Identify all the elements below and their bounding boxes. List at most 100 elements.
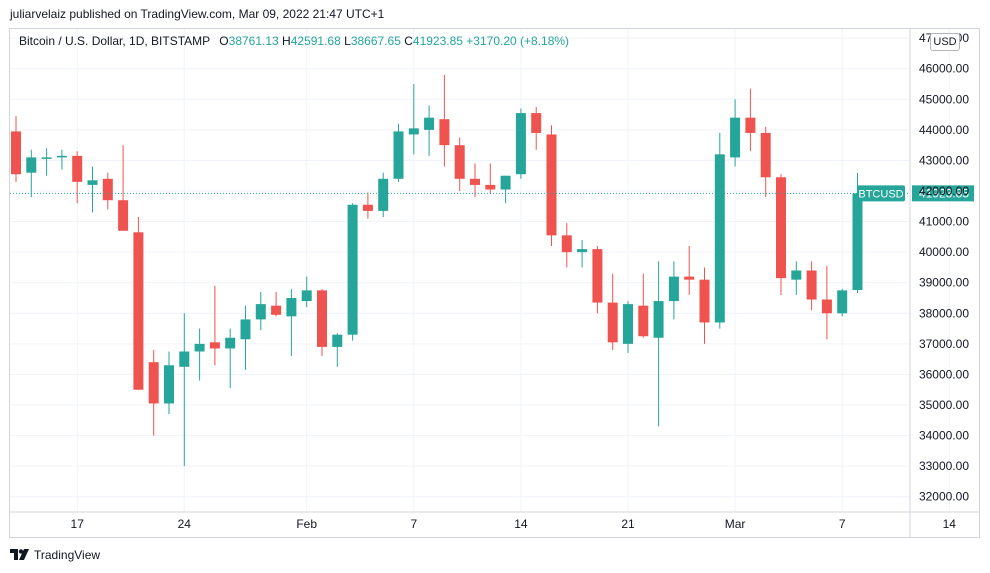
time-axis: 17 24 Feb 7 14 21 Mar 7 14 [10,511,979,531]
candle-body [592,249,603,303]
candle-body [393,131,404,179]
x-tick-label: 14 [943,517,957,531]
candle-body [623,304,633,344]
candle-body [531,113,542,133]
y-tick-label: 32000.00 [919,490,969,504]
tradingview-brand-text: TradingView [34,548,101,562]
candles [11,74,863,467]
candle-body [561,235,572,253]
candle [209,285,220,366]
candle [378,172,389,218]
candle-body [638,305,649,337]
x-tick-label: 21 [621,517,635,531]
candle [72,151,83,204]
candle [133,217,144,390]
candle-body [194,343,205,352]
candle-body [209,342,220,349]
candle [56,149,67,170]
candle-body [546,134,557,236]
candle [118,145,129,231]
last-price-tag: 41923.85 [919,186,969,200]
candle-body [118,200,129,231]
candle [102,172,113,210]
candle [164,351,174,415]
y-tick-label: 44000.00 [919,123,969,137]
candle-body [730,117,741,158]
candle [485,163,496,195]
candle [393,123,404,182]
candle [653,261,664,427]
candle-body [837,290,848,314]
candle [11,116,21,182]
candle-body [607,302,618,343]
candle [194,328,205,381]
candle-body [745,117,756,133]
y-tick-label: 45000.00 [919,92,969,106]
legend-low-value: 38667.65 [350,34,401,48]
y-tick-label: 34000.00 [919,429,969,443]
candle-body [87,180,98,185]
candle [730,99,741,167]
currency-button[interactable]: USD [930,33,960,51]
y-tick-label: 43000.00 [919,153,969,167]
candle [408,84,419,155]
candle-body [760,132,771,178]
candle [745,88,756,152]
legend-open-value: 38761.13 [228,34,279,48]
candle-body [378,178,389,211]
legend-close-label: C [404,34,413,48]
candle-body [668,276,679,302]
candle [684,246,695,295]
candle-body [714,154,725,323]
x-tick-label: 17 [71,517,85,531]
candle [760,126,771,198]
candle-body [56,155,67,158]
candle [806,261,817,311]
candle [439,74,450,167]
published-by-text: juliarvelaiz published on TradingView.co… [10,7,385,21]
symbol-legend: Bitcoin / U.S. Dollar, 1D, BITSTAMP O387… [19,34,569,48]
symbol-tag-bg [857,185,905,202]
candle-body [684,276,695,280]
candle-body [72,155,83,182]
last-price-tag-bg [912,185,974,202]
candle [561,223,572,268]
candle [546,125,557,247]
candle-body [852,193,863,291]
candle [821,265,832,340]
candle-body [102,178,113,201]
candle-body [791,270,802,280]
candle-body [653,301,664,338]
legend-high-value: 42591.68 [290,34,341,48]
candle [301,276,312,308]
candle [317,288,327,357]
candle [515,108,526,179]
symbol-tag: BTCUSD [858,188,903,200]
y-tick-label: 46000.00 [919,62,969,76]
legend-change: +3170.20 (+8.18%) [466,34,570,48]
candle-body [286,298,297,317]
candle-body [821,299,832,314]
candle [577,239,588,268]
candle-body [424,117,435,130]
candle [714,132,725,329]
candle-body [408,128,419,135]
candle-body [41,157,52,159]
x-tick-label: Mar [725,517,746,531]
candle [332,333,343,367]
candle-body [454,145,465,179]
candle-body [577,249,588,253]
symbol-title: Bitcoin / U.S. Dollar, 1D, BITSTAMP [19,34,210,48]
candle-body [347,204,358,335]
candle-body [806,270,817,300]
candle-body [164,365,174,404]
candle-body [11,131,21,175]
last-price-line: BTCUSD 41923.85 [10,185,974,202]
legend-close-value: 41923.85 [412,34,463,48]
tradingview-logo[interactable]: TradingView [10,548,100,562]
y-tick-label: 41000.00 [919,215,969,229]
candle-body [240,319,251,340]
candle [271,291,282,317]
candle [500,175,511,204]
